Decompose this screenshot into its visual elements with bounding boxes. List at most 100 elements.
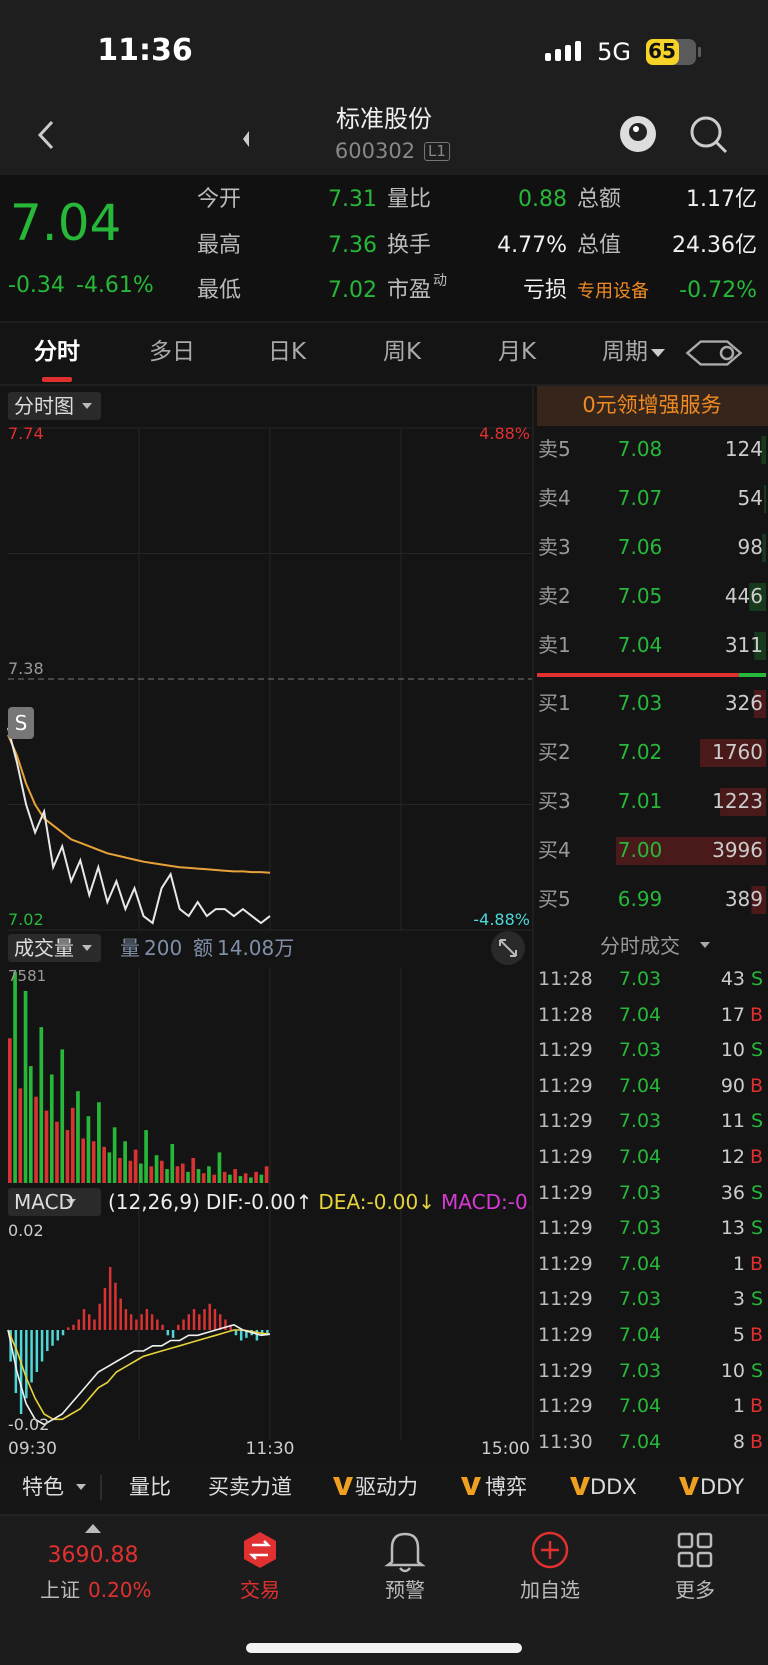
- trade-volume: 11: [720, 1110, 745, 1133]
- trade-volume: 1: [732, 1395, 745, 1418]
- volume-bar: [133, 1149, 138, 1183]
- book-price: 7.03: [617, 691, 663, 715]
- field-value: 7.02: [328, 278, 377, 303]
- book-side: 买1: [538, 691, 571, 715]
- volume-bar: [249, 1177, 253, 1183]
- trade-side: S: [750, 968, 763, 990]
- trade-volume: 5: [732, 1324, 745, 1346]
- volume-bar: [217, 1152, 222, 1183]
- volume-bar: [8, 1038, 12, 1183]
- book-price: 6.99: [617, 887, 663, 911]
- trade-price: 7.04: [618, 1430, 662, 1453]
- volume-bar: [170, 1144, 175, 1183]
- toolbar-item[interactable]: 博弈: [485, 1475, 527, 1499]
- depth-bar: [761, 436, 766, 464]
- volume-bar: [118, 1157, 122, 1183]
- trade-icon[interactable]: [244, 1532, 276, 1568]
- trade-side: B: [749, 1324, 763, 1346]
- volume-bar: [191, 1157, 196, 1183]
- expand-icon[interactable]: [491, 931, 525, 965]
- book-side: 卖1: [538, 633, 571, 657]
- book-price: 7.06: [617, 535, 663, 559]
- more-icon[interactable]: [677, 1532, 713, 1568]
- price-line: [7, 727, 271, 925]
- book-price: 7.00: [617, 838, 663, 862]
- trade-volume: 43: [720, 968, 745, 990]
- trade-side: S: [750, 1181, 763, 1204]
- search-icon[interactable]: [690, 116, 728, 154]
- macd-macd-label: MACD:-0.00: [441, 1192, 530, 1212]
- volume-bar: [180, 1163, 185, 1183]
- nav-item[interactable]: 交易: [240, 1578, 280, 1602]
- toolbar-item[interactable]: 驱动力: [355, 1475, 418, 1499]
- book-volume: 3996: [712, 838, 763, 862]
- nav-item[interactable]: 预警: [385, 1578, 425, 1602]
- toolbar-item[interactable]: 量比: [129, 1475, 171, 1499]
- book-volume: 1223: [712, 789, 763, 813]
- toolbar-item[interactable]: 买卖力道: [208, 1475, 292, 1499]
- macd-dea-label: DEA:-0.00↓: [318, 1192, 436, 1212]
- level-badge: L1: [424, 142, 450, 161]
- bottom-pct: -4.88%: [473, 910, 530, 929]
- field-value: 4.77%: [497, 233, 567, 258]
- add-watch-icon[interactable]: [531, 1531, 569, 1569]
- trade-time: 11:29: [538, 1324, 593, 1346]
- battery: 65: [648, 39, 676, 63]
- book-side: 买3: [538, 789, 571, 813]
- field-label: 总额: [577, 187, 622, 212]
- nav-item[interactable]: 更多: [675, 1578, 715, 1602]
- depth-bar: [749, 583, 766, 611]
- volume-bar: [123, 1141, 127, 1183]
- index-value: 3690.88: [47, 1543, 139, 1568]
- change-pct: -4.61%: [76, 273, 154, 298]
- tab[interactable]: 日K: [267, 339, 307, 365]
- depth-bar: [720, 788, 766, 816]
- tab[interactable]: 周K: [382, 339, 422, 365]
- volume-bar: [91, 1141, 96, 1183]
- nav-item[interactable]: 加自选: [520, 1578, 580, 1602]
- book-volume: 1760: [712, 740, 763, 764]
- y-tick-label: 7.74: [8, 424, 44, 443]
- volume-bar: [165, 1169, 169, 1183]
- trade-price: 7.04: [618, 1003, 662, 1026]
- toolbar-item[interactable]: DDY: [700, 1475, 745, 1499]
- index-change: 0.20%: [88, 1578, 152, 1602]
- book-volume: 446: [724, 584, 763, 608]
- field-label: 总值: [577, 233, 622, 258]
- toolbar-item[interactable]: 特色: [22, 1475, 64, 1499]
- stock-code: 600302: [334, 139, 416, 163]
- back-button[interactable]: [37, 120, 54, 150]
- book-side: 卖4: [538, 486, 571, 510]
- book-volume: 389: [724, 887, 763, 911]
- field-value: 0.88: [518, 187, 567, 212]
- book-side: 卖2: [538, 584, 571, 608]
- amount-label: 量: [120, 936, 140, 960]
- book-price: 7.05: [617, 584, 663, 608]
- alert-icon[interactable]: [384, 1532, 426, 1573]
- depth-bar: [751, 886, 766, 914]
- trade-volume: 17: [720, 1003, 745, 1026]
- volume-bar: [86, 1116, 91, 1183]
- depth-bar: [616, 837, 766, 865]
- settings-icon[interactable]: [685, 340, 743, 366]
- tab[interactable]: 月K: [497, 339, 537, 365]
- book-volume: 124: [724, 437, 763, 461]
- prev-stock[interactable]: [243, 131, 249, 147]
- trade-volume: 13: [720, 1217, 745, 1240]
- tab[interactable]: 多日: [149, 339, 195, 365]
- signal-icon: [545, 41, 581, 61]
- trade-volume: 12: [720, 1146, 745, 1168]
- tab[interactable]: 分时: [34, 339, 80, 365]
- promo[interactable]: 0元领增强服务: [582, 393, 722, 417]
- volume-bar: [60, 1049, 65, 1183]
- trade-time: 11:29: [538, 1181, 593, 1204]
- tab[interactable]: 周期: [602, 339, 648, 365]
- mascot-icon[interactable]: [620, 116, 656, 152]
- book-side: 卖3: [538, 535, 571, 559]
- volume-bar: [212, 1174, 217, 1183]
- volume-bar: [49, 1074, 54, 1183]
- toolbar-item[interactable]: DDX: [590, 1475, 637, 1499]
- chart-label: 分时图: [14, 394, 74, 418]
- volume-bar: [139, 1163, 143, 1183]
